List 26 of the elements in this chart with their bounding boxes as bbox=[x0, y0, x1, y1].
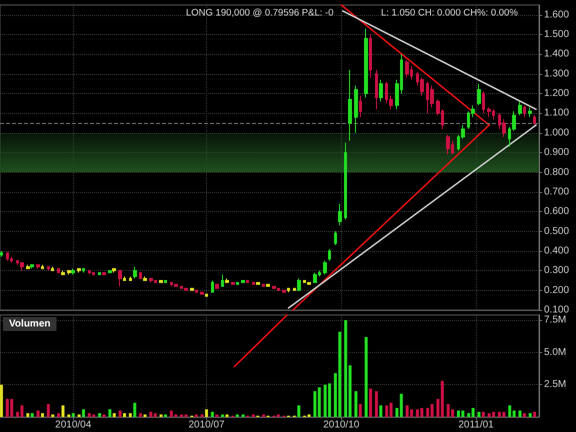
x-tick-label: 2010/07 bbox=[188, 420, 226, 430]
x-tick-label: 2010/04 bbox=[55, 420, 92, 430]
y-tick-label: 1.200 bbox=[544, 88, 570, 100]
y-tick-label: 0.200 bbox=[544, 284, 570, 296]
x-tick-label: 2010/10 bbox=[323, 420, 360, 430]
y-tick-label: 1.500 bbox=[544, 29, 570, 40]
y-tick-label: 0.500 bbox=[544, 226, 570, 237]
y-tick-label: 0.700 bbox=[544, 186, 570, 198]
y-tick-label: 1.300 bbox=[544, 68, 570, 80]
annotation: LONG 190,000 @ 0.79596 P&L: -0 bbox=[186, 8, 334, 18]
y-tick-label: 5.0M bbox=[544, 346, 566, 358]
chart-title: Volumen bbox=[9, 318, 50, 330]
y-tick-label: 1.000 bbox=[544, 127, 570, 138]
y-tick-label: 1.400 bbox=[544, 48, 570, 60]
y-tick-label: 0.300 bbox=[544, 265, 570, 276]
y-tick-label: 0.600 bbox=[544, 206, 570, 218]
x-tick-label: 2011/01 bbox=[458, 420, 494, 430]
y-tick-label: 1.100 bbox=[544, 108, 570, 119]
annotation: L: 1.050 CH: 0.000 CH%: 0.00% bbox=[381, 8, 518, 18]
y-tick-label: 2.5M bbox=[544, 379, 566, 390]
y-tick-label: 0.100 bbox=[544, 304, 570, 316]
y-tick-label: 7.5M bbox=[544, 314, 566, 326]
y-tick-label: 0.800 bbox=[544, 166, 570, 178]
y-tick-label: 1.600 bbox=[544, 9, 570, 20]
y-tick-label: 0.400 bbox=[544, 245, 570, 256]
y-tick-label: 0.900 bbox=[544, 147, 570, 158]
